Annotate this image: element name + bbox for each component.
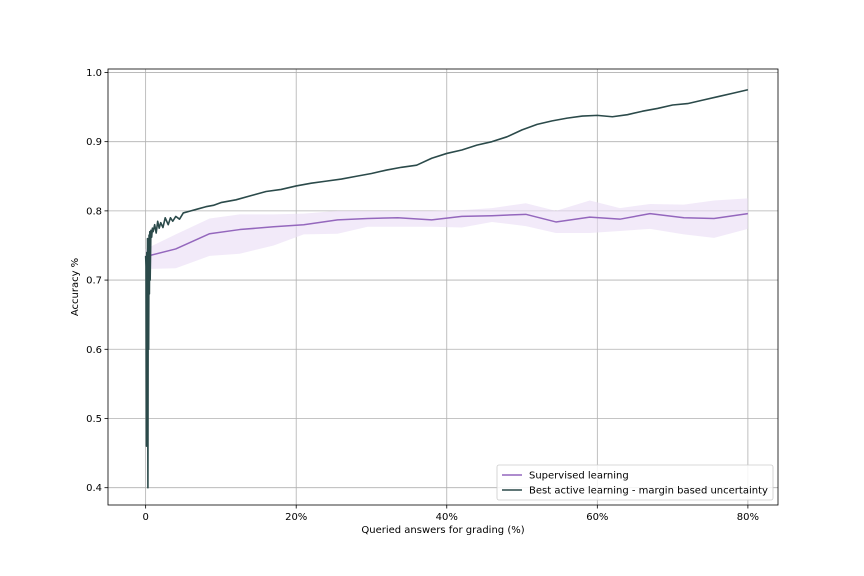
y-tick-label: 0.8 (86, 206, 102, 217)
supervised-learning-line (145, 212, 748, 258)
x-tick-label: 40% (436, 512, 458, 523)
y-tick-label: 0.9 (86, 137, 102, 148)
plot-frame (107, 68, 779, 506)
supervised-confidence-band (145, 198, 748, 270)
x-axis-label: Queried answers for grading (%) (361, 525, 524, 536)
y-tick-label: 0.7 (86, 276, 102, 287)
x-tick-label: 0 (142, 512, 148, 523)
tick-layer: 0 20% 40% 60% 80% 0.4 0.5 0.6 0.7 0.8 0.9 1.0 (86, 68, 759, 523)
y-tick-label: 0.5 (86, 414, 102, 425)
x-tick-label: 60% (586, 512, 608, 523)
series-layer (144, 88, 749, 489)
active-learning-line (144, 88, 749, 489)
legend-label-supervised: Supervised learning (529, 471, 629, 482)
legend-label-active-learning: Best active learning - margin based unce… (529, 486, 768, 497)
grid-layer (108, 69, 778, 505)
x-tick-label: 20% (285, 512, 307, 523)
y-axis-label: Accuracy % (70, 258, 81, 316)
y-tick-label: 0.4 (86, 483, 102, 494)
y-tick-label: 0.6 (86, 345, 102, 356)
legend: Supervised learning Best active learning… (496, 464, 774, 501)
band-layer (145, 198, 748, 270)
y-tick-label: 1.0 (86, 68, 102, 79)
x-tick-label: 80% (737, 512, 759, 523)
legend-box (496, 464, 774, 501)
